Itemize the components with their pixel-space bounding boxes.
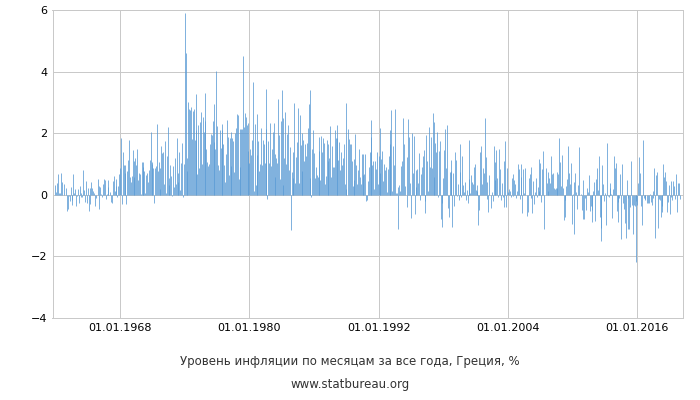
Text: Уровень инфляции по месяцам за все года, Греция, %: Уровень инфляции по месяцам за все года,… [180, 356, 520, 368]
Text: www.statbureau.org: www.statbureau.org [290, 378, 410, 391]
